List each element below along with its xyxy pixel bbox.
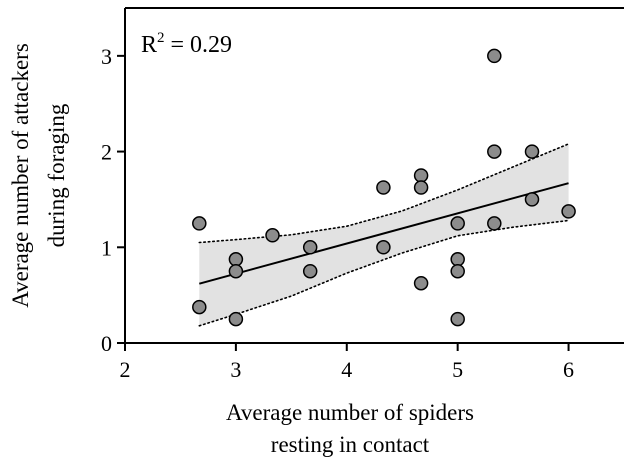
data-point — [265, 228, 280, 243]
x-tick-label: 3 — [230, 357, 241, 382]
upper-confidence-edge — [198, 143, 570, 244]
data-point — [228, 263, 244, 279]
x-tick-label: 6 — [563, 357, 574, 382]
data-point — [302, 240, 318, 255]
data-point — [302, 263, 318, 279]
data-point — [192, 216, 207, 231]
y-tick-label: 1 — [101, 235, 112, 260]
data-point — [413, 275, 429, 291]
data-point — [376, 180, 391, 195]
data-point — [561, 204, 576, 219]
y-tick-label: 3 — [101, 44, 112, 69]
r-squared-prefix: R — [141, 32, 157, 58]
r-squared-value: = 0.29 — [165, 32, 233, 58]
x-axis-title-line-2: resting in contact — [271, 432, 430, 457]
labels-layer: R2 = 0.29 Average number of spiders rest… — [8, 30, 574, 457]
data-point — [450, 311, 465, 327]
data-points-layer — [192, 48, 576, 327]
data-point — [450, 252, 465, 267]
data-point — [413, 180, 429, 195]
data-point — [192, 299, 207, 315]
x-tick-label: 4 — [341, 357, 352, 382]
r-squared-superscript: 2 — [157, 30, 165, 46]
data-point — [450, 216, 465, 231]
y-axis-title-line-2: during foraging — [44, 103, 69, 247]
y-tick-label: 0 — [101, 331, 112, 356]
x-tick-label: 2 — [120, 357, 131, 382]
data-point — [524, 192, 540, 207]
y-tick-label: 2 — [101, 140, 112, 165]
data-point — [524, 144, 540, 159]
x-axis-title-line-1: Average number of spiders — [226, 400, 474, 425]
data-point — [376, 240, 391, 255]
axes-layer — [117, 7, 624, 351]
lower-confidence-edge — [198, 219, 570, 327]
confidence-band — [199, 143, 569, 326]
data-point — [487, 144, 502, 159]
y-axis-title-line-1: Average number of attackers — [8, 43, 33, 308]
data-point — [487, 48, 502, 64]
regression-line — [199, 182, 569, 285]
r-squared-annotation: R2 = 0.29 — [141, 30, 232, 58]
data-point — [413, 168, 429, 183]
data-point — [228, 252, 244, 267]
regression-line-layer — [199, 182, 569, 285]
x-tick-label: 5 — [452, 357, 463, 382]
data-point — [487, 216, 502, 231]
data-point — [450, 263, 465, 279]
data-point — [228, 311, 244, 327]
confidence-band-layer — [198, 143, 570, 327]
